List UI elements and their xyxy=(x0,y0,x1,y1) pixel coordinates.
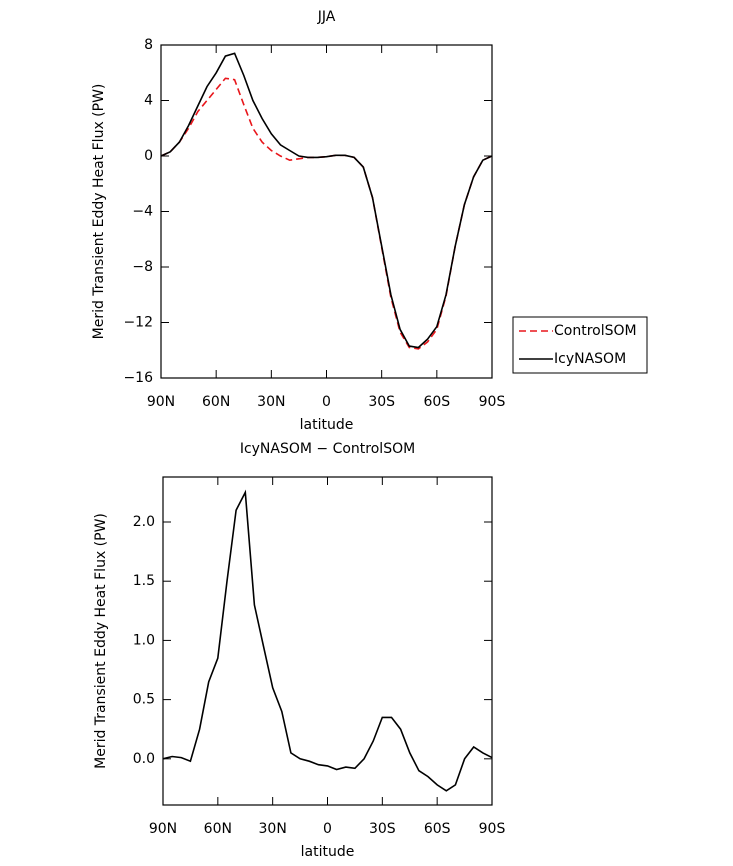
x-tick-label: 30N xyxy=(259,821,287,837)
y-tick-label: −12 xyxy=(123,315,153,331)
x-tick-label: 60N xyxy=(204,821,232,837)
y-tick-label: 0 xyxy=(144,148,153,164)
y-tick-label: 1.5 xyxy=(133,573,155,589)
chart-title: IcyNASOM − ControlSOM xyxy=(240,441,415,457)
y-tick-label: 4 xyxy=(144,93,153,109)
y-tick-label: −4 xyxy=(132,204,153,220)
series-line xyxy=(162,489,493,792)
y-axis-label: Merid Transient Eddy Heat Flux (PW) xyxy=(91,84,107,340)
y-tick-label: 1.0 xyxy=(133,632,155,648)
plot-frame xyxy=(160,44,493,379)
y-tick-label: −16 xyxy=(123,370,153,386)
x-tick-label: 0 xyxy=(323,821,332,837)
x-tick-label: 90S xyxy=(479,821,506,837)
x-tick-label: 30S xyxy=(369,821,396,837)
y-tick-label: 8 xyxy=(144,37,153,53)
chart-title: JJA xyxy=(317,9,336,25)
x-tick-label: 90N xyxy=(147,394,175,410)
x-axis-label: latitude xyxy=(301,844,355,860)
legend-box xyxy=(512,316,648,374)
x-tick-label: 60S xyxy=(423,394,450,410)
x-tick-label: 30S xyxy=(368,394,395,410)
x-axis-label: latitude xyxy=(300,417,354,433)
legend-label: IcyNASOM xyxy=(554,351,626,367)
series-line xyxy=(160,52,493,349)
x-tick-label: 60N xyxy=(202,394,230,410)
x-tick-label: 90N xyxy=(149,821,177,837)
plot-frame xyxy=(162,476,493,806)
x-tick-label: 60S xyxy=(424,821,451,837)
x-tick-label: 90S xyxy=(479,394,506,410)
y-tick-label: 0.5 xyxy=(133,692,155,708)
x-tick-label: 0 xyxy=(322,394,331,410)
legend-label: ControlSOM xyxy=(554,323,637,339)
y-tick-label: −8 xyxy=(132,259,153,275)
y-tick-label: 0.0 xyxy=(133,751,155,767)
y-tick-label: 2.0 xyxy=(133,514,155,530)
y-axis-label: Merid Transient Eddy Heat Flux (PW) xyxy=(93,513,109,769)
x-tick-label: 30N xyxy=(257,394,285,410)
